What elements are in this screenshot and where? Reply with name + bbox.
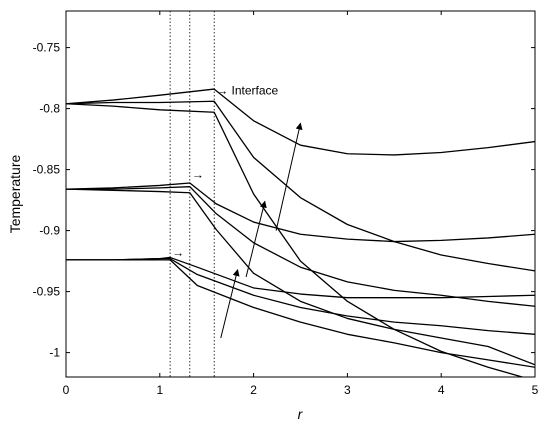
plot-frame (65, 10, 536, 378)
series-line-7 (66, 256, 535, 299)
y-tick-label: -1 (49, 346, 60, 360)
annotation-1: → Interface (216, 83, 278, 97)
series-line-6 (66, 188, 535, 366)
series-group (66, 88, 535, 377)
y-axis-title: Temperature (7, 154, 23, 233)
y-tick-label: -0.8 (39, 102, 60, 116)
trend-arrow-2 (245, 200, 267, 278)
x-tick-label: 5 (532, 383, 539, 397)
series-line-2 (66, 100, 535, 272)
annotation-3: → (172, 246, 184, 260)
y-tick-label: -0.75 (33, 41, 61, 55)
series-line-9 (66, 259, 535, 368)
x-tick-label: 4 (438, 383, 445, 397)
x-tick-label: 0 (63, 383, 70, 397)
y-tick-label: -0.9 (39, 224, 60, 238)
x-axis-ticks: 0 1 2 3 4 5 (63, 11, 539, 397)
y-axis-ticks: -0.75 -0.8 -0.85 -0.9 -0.95 -1 (33, 41, 535, 360)
x-tick-label: 2 (250, 383, 257, 397)
annotations: → Interface → → (172, 83, 278, 259)
y-tick-label: -0.95 (33, 285, 61, 299)
x-tick-label: 3 (344, 383, 351, 397)
y-tick-label: -0.85 (33, 163, 61, 177)
series-line-8 (66, 258, 535, 335)
annotation-2: → (192, 167, 204, 181)
series-line-5 (66, 186, 535, 307)
x-axis-title: r (298, 406, 304, 422)
trend-arrow-3 (275, 122, 303, 231)
interface-lines (169, 11, 215, 377)
x-tick-label: 1 (156, 383, 163, 397)
series-line-4 (66, 182, 535, 243)
series-line-3 (66, 103, 525, 377)
series-line-1 (66, 88, 535, 156)
trend-arrows (220, 122, 303, 339)
trend-arrow-1 (220, 268, 240, 339)
